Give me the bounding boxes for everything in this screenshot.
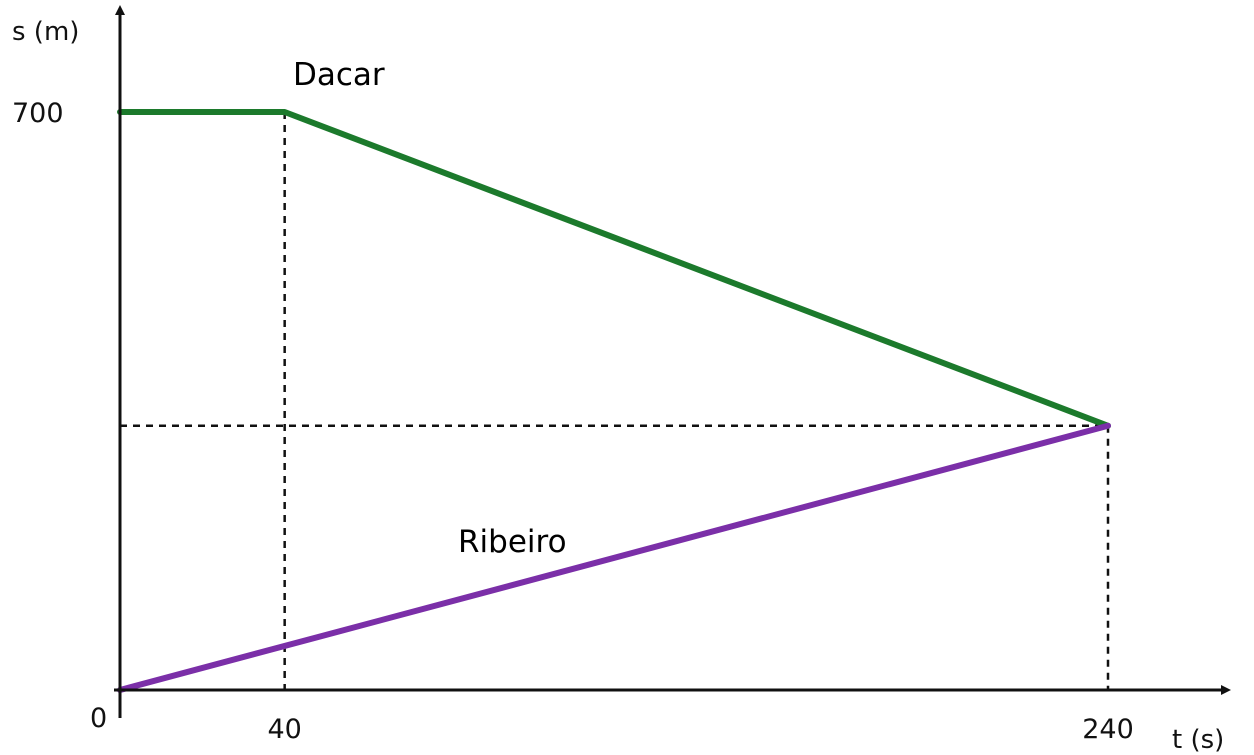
series-label-dacar: Dacar xyxy=(293,57,385,93)
x-tick-label: 240 xyxy=(1082,714,1134,745)
series-lines xyxy=(117,109,1111,693)
x-axis-label: t (s) xyxy=(1172,725,1224,755)
guide-lines xyxy=(120,112,1110,690)
text-labels: s (m) t (s) Dacar Ribeiro xyxy=(12,17,1224,755)
series-label-ribeiro: Ribeiro xyxy=(458,524,567,560)
y-axis-label: s (m) xyxy=(12,17,79,47)
origin-label: 0 xyxy=(90,703,107,734)
y-tick-label: 700 xyxy=(12,98,64,129)
series-line-dacar xyxy=(117,109,1111,429)
series-line-ribeiro xyxy=(117,422,1111,693)
x-tick-label: 40 xyxy=(267,714,301,745)
tick-labels: 40 240 700 0 xyxy=(12,98,1134,745)
